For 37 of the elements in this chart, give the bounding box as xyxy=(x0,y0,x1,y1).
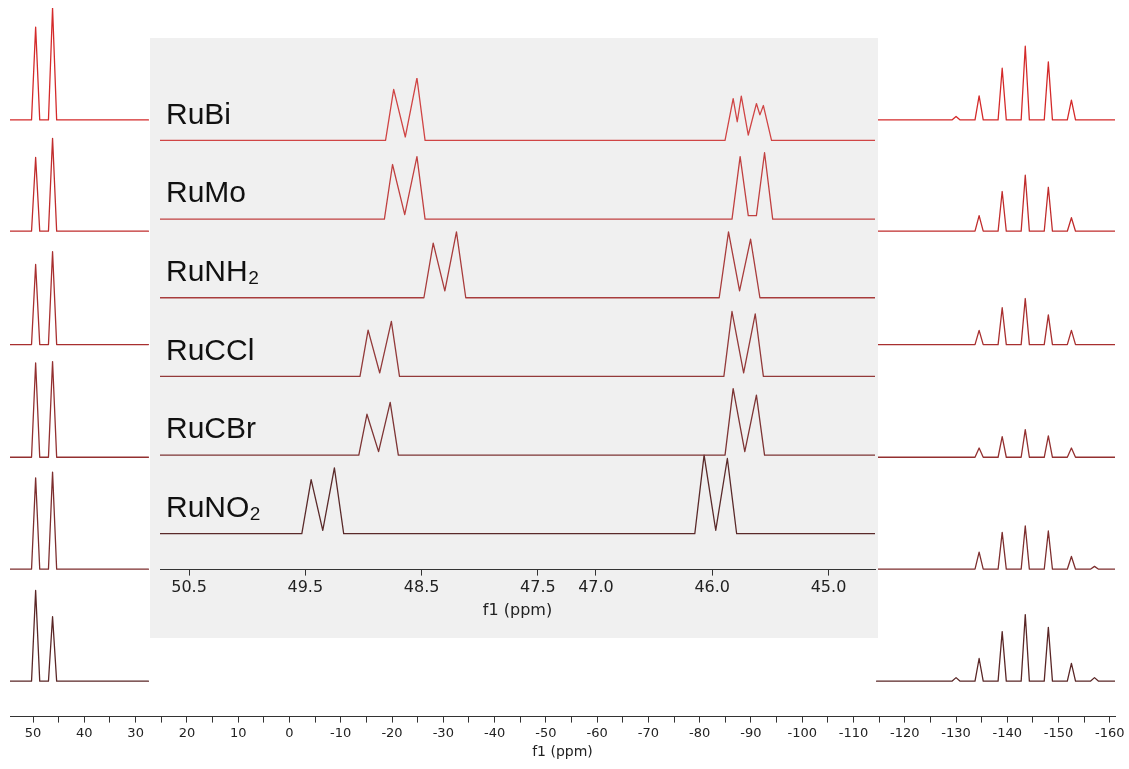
x-tick-label: 45.0 xyxy=(810,577,847,597)
x-tick-label: -80 xyxy=(689,724,711,740)
x-tick-label: -10 xyxy=(330,724,352,740)
x-tick-label: 10 xyxy=(229,724,247,740)
series-label: RuBi xyxy=(166,96,232,130)
series-label: RuNO₂ xyxy=(166,489,261,523)
x-tick-label: -30 xyxy=(432,724,454,740)
x-tick-label: -60 xyxy=(586,724,608,740)
x-tick-label: -140 xyxy=(992,724,1023,740)
x-tick-label: 30 xyxy=(127,724,144,740)
x-tick-label: 46.0 xyxy=(694,577,731,597)
x-tick-label: -130 xyxy=(941,724,971,740)
series-label: RuMo xyxy=(166,175,247,209)
x-tick-label: -90 xyxy=(740,724,762,740)
x-tick-label: -50 xyxy=(535,724,557,740)
x-tick-label: -40 xyxy=(483,724,506,740)
x-tick-label: 47.5 xyxy=(520,577,556,597)
series-label: RuCCl xyxy=(166,332,255,366)
x-tick-label: 0 xyxy=(285,724,294,740)
x-axis-title: f1 (ppm) xyxy=(482,599,553,619)
x-tick-label: -120 xyxy=(890,724,920,740)
series-label: RuCBr xyxy=(166,411,257,445)
x-tick-label: -20 xyxy=(381,724,403,740)
x-tick-label: -100 xyxy=(787,724,817,740)
x-tick-label: -160 xyxy=(1095,724,1125,740)
series-label: RuNH₂ xyxy=(166,254,260,288)
x-tick-label: -70 xyxy=(637,724,659,740)
x-tick-label: 49.5 xyxy=(287,577,324,597)
x-tick-label: -110 xyxy=(838,724,869,740)
x-tick-label: 50 xyxy=(24,724,42,740)
x-tick-label: 48.5 xyxy=(403,577,440,597)
x-tick-label: 40 xyxy=(76,724,93,740)
x-tick-label: 47.0 xyxy=(578,577,614,597)
x-tick-label: 20 xyxy=(178,724,196,740)
x-axis-title: f1 (ppm) xyxy=(532,743,593,760)
x-tick-label: 50.5 xyxy=(171,577,207,597)
x-tick-label: -150 xyxy=(1043,724,1074,740)
